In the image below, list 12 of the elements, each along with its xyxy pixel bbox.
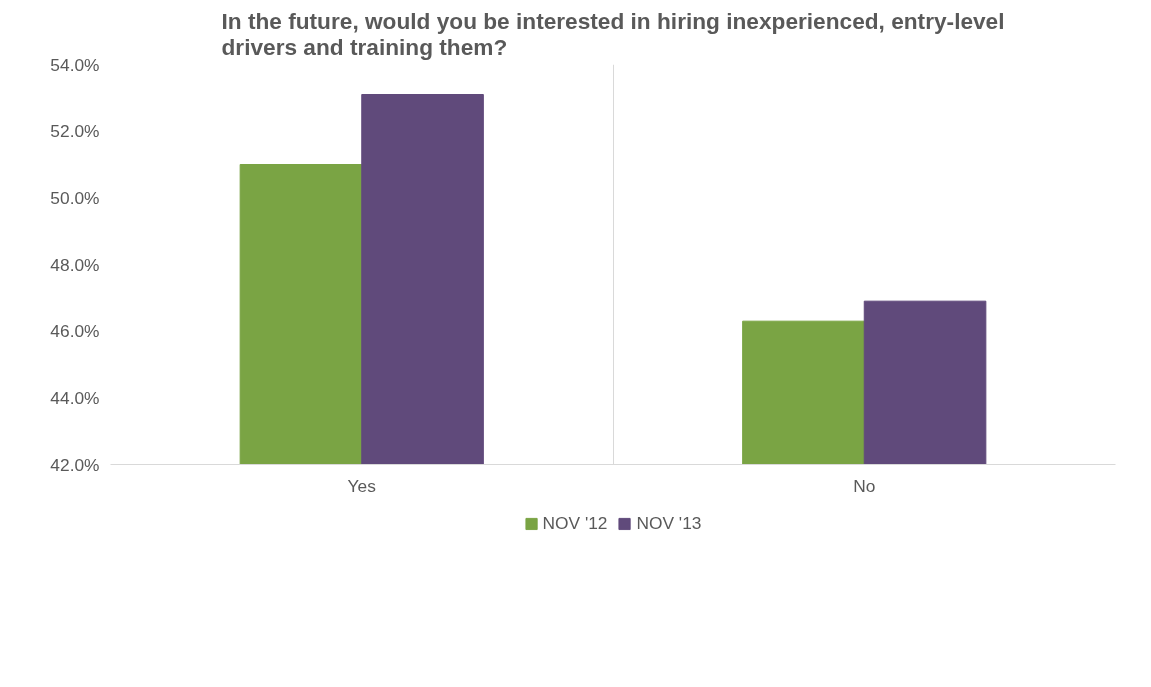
y-tick-label: 46.0% — [50, 321, 100, 342]
chart-title: In the future, would you be interested in hiring inexperienced, entry-level drivers and training them? — [221, 7, 1005, 60]
legend-label: NOV '12 — [542, 512, 608, 534]
y-tick-label: 48.0% — [50, 254, 100, 275]
y-tick-label: 42.0% — [50, 454, 100, 475]
x-tick-label: Yes — [347, 475, 377, 496]
y-tick-label: 52.0% — [50, 121, 100, 142]
x-tick-label: No — [853, 475, 876, 496]
y-tick-label: 50.0% — [50, 187, 100, 208]
legend-label: NOV '13 — [636, 512, 702, 534]
y-tick-label: 44.0% — [50, 387, 100, 408]
y-tick-label: 54.0% — [50, 54, 100, 75]
